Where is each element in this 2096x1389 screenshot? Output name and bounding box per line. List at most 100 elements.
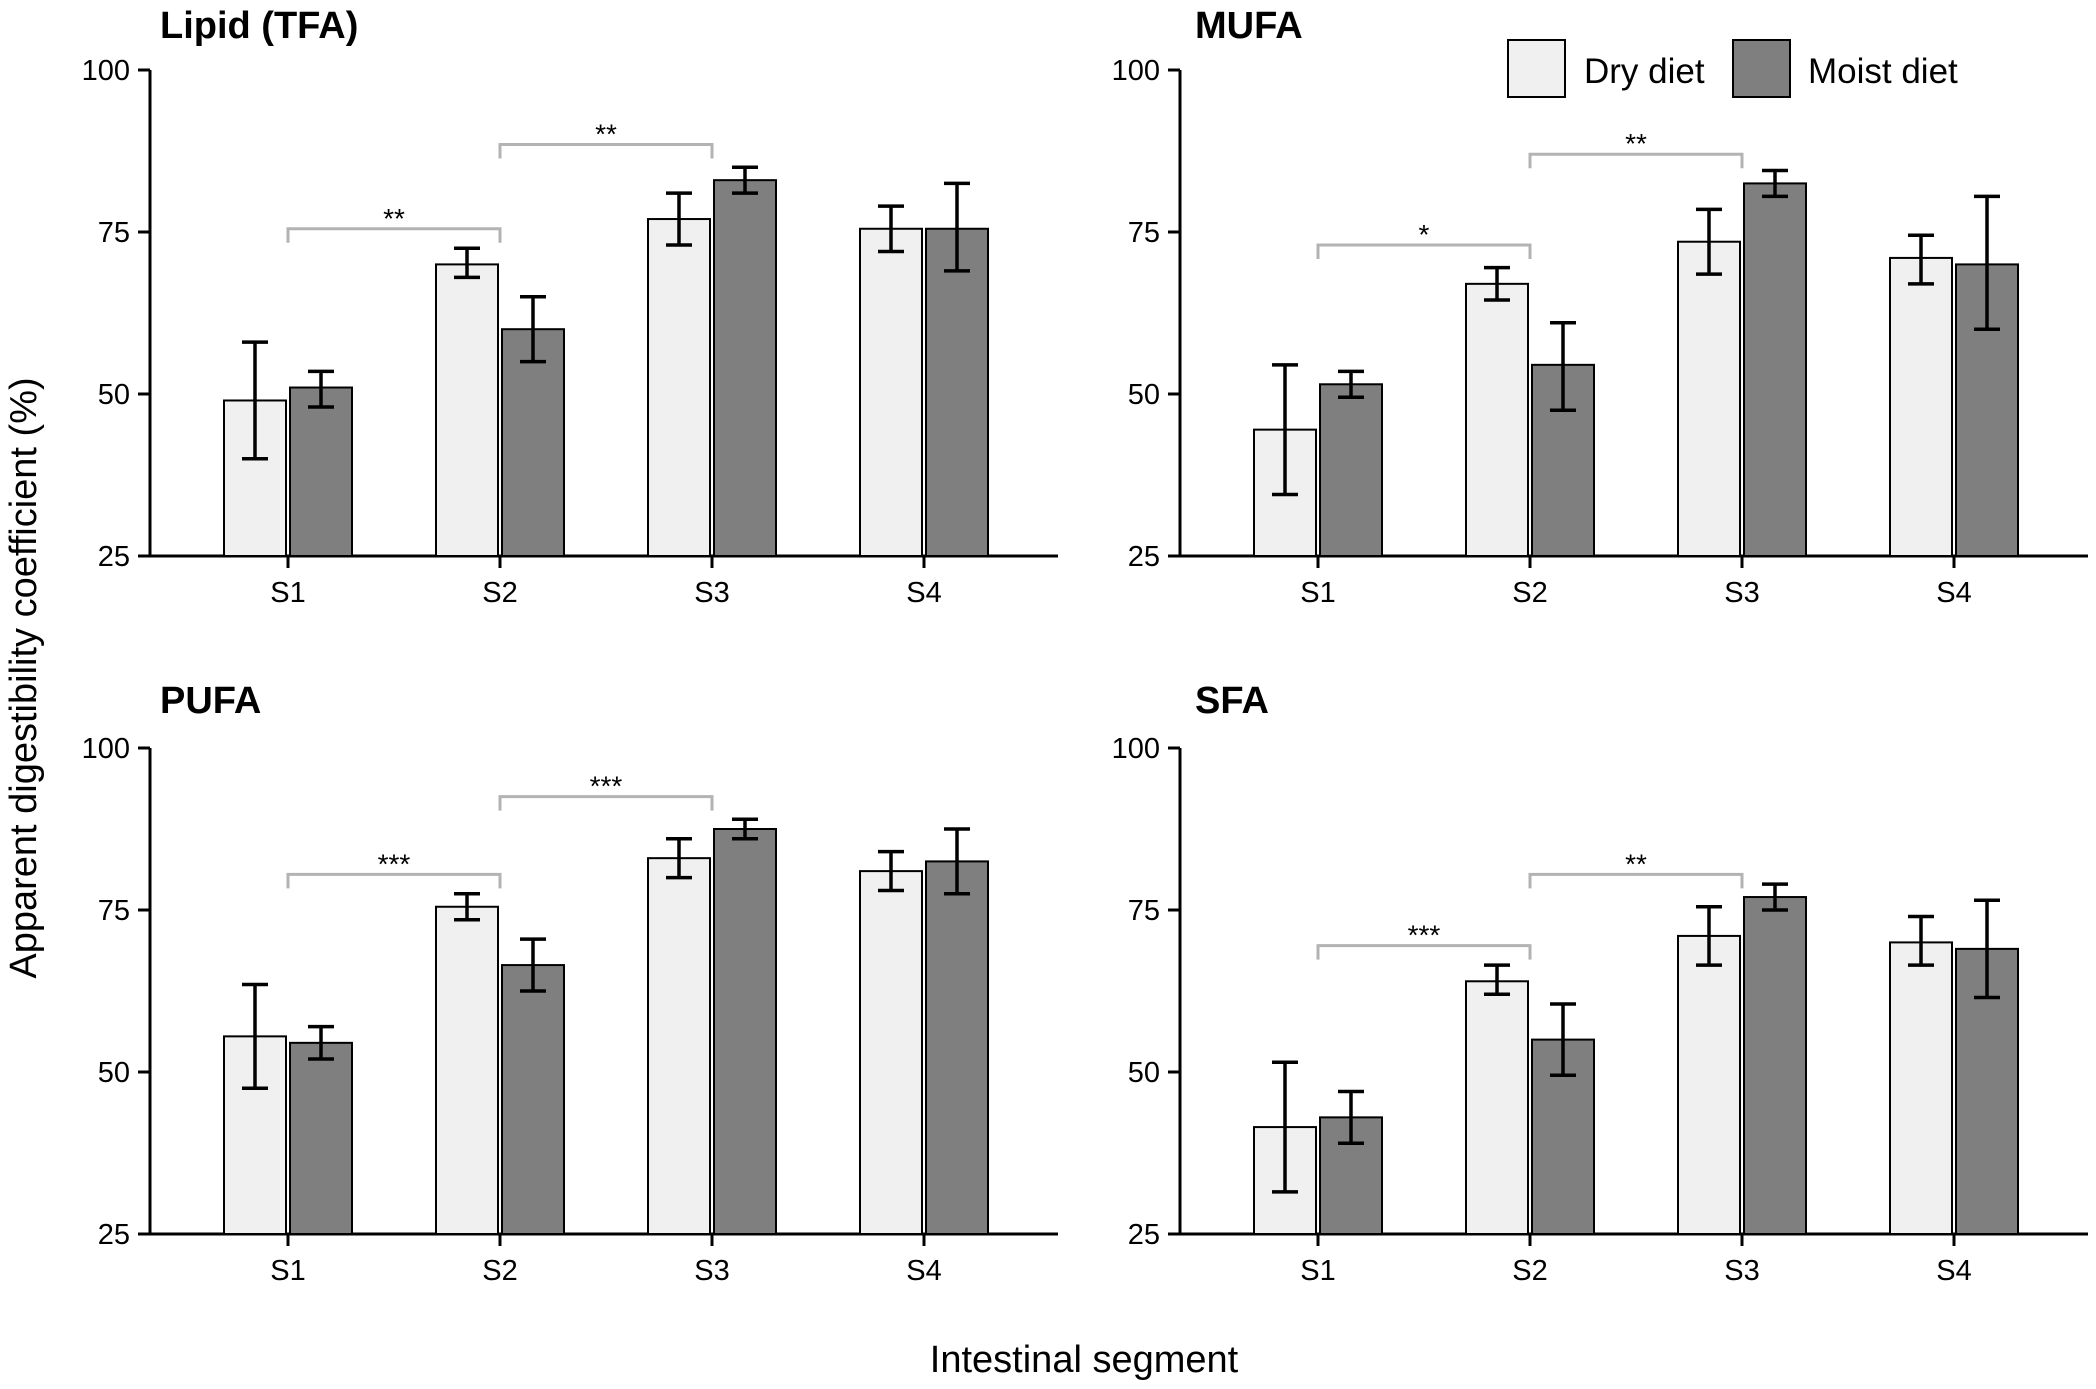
errorbar-moist-s2 (520, 937, 546, 993)
errorbar-moist-s1 (308, 369, 334, 409)
errorbar-dry-s1 (242, 982, 268, 1090)
bar-moist-s3 (713, 828, 777, 1235)
x-tick-label: S2 (482, 1255, 517, 1287)
errorbar-moist-s4 (944, 827, 970, 896)
bar-dry-s3 (1677, 240, 1741, 557)
legend-label-moist: Moist diet (1808, 52, 1958, 91)
y-tick-label: 25 (98, 541, 130, 573)
errorbar-dry-s4 (1908, 914, 1934, 967)
y-tick-label: 100 (1112, 733, 1160, 765)
significance-label: *** (378, 848, 411, 879)
bar-dry-s2 (1465, 980, 1529, 1236)
bar-moist-s2 (501, 328, 565, 558)
bar-dry-s4 (859, 227, 923, 557)
bar-dry-s3 (647, 857, 711, 1235)
y-tick-label: 100 (82, 733, 130, 765)
bar-dry-s3 (1677, 934, 1741, 1235)
bar-dry-s2 (435, 905, 499, 1235)
y-tick-label: 50 (1128, 1057, 1160, 1089)
errorbar-dry-s2 (1484, 963, 1510, 996)
significance-label: *** (1408, 920, 1441, 951)
bar-moist-s3 (1743, 896, 1807, 1235)
errorbar-dry-s4 (1908, 233, 1934, 286)
x-tick-label: S1 (270, 577, 305, 609)
errorbar-dry-s4 (878, 849, 904, 893)
errorbar-moist-s2 (1550, 1002, 1576, 1077)
errorbar-moist-s3 (1762, 168, 1788, 199)
y-tick-label: 75 (98, 217, 130, 249)
panel-1: Lipid (TFA) 25 50 75 100 S1 S2 S3 S4 ** ** (82, 5, 1058, 609)
x-tick-label: S3 (694, 1255, 729, 1287)
bar-moist-s4 (925, 860, 989, 1236)
panel-3: PUFA 25 50 75 100 S1 S2 S3 S4 *** *** (82, 680, 1058, 1287)
errorbar-moist-s1 (1338, 369, 1364, 399)
y-tick-label: 25 (1128, 541, 1160, 573)
x-tick-label: S3 (694, 577, 729, 609)
errorbar-dry-s4 (878, 204, 904, 254)
x-tick-label: S1 (270, 1255, 305, 1287)
y-tick-label: 75 (1128, 217, 1160, 249)
x-tick-label: S1 (1300, 577, 1335, 609)
x-tick-label: S4 (906, 1255, 941, 1287)
significance-bracket (1528, 872, 1744, 889)
significance-label: ** (1625, 848, 1647, 879)
x-tick-label: S2 (1512, 1255, 1547, 1287)
significance-label: ** (383, 203, 405, 234)
panel-title: PUFA (160, 680, 261, 722)
errorbar-moist-s4 (1974, 194, 2000, 331)
errorbar-dry-s2 (454, 892, 480, 922)
x-axis-title: Intestinal segment (930, 1339, 1239, 1381)
legend-swatch-dry (1507, 39, 1566, 98)
significance-bracket (286, 872, 502, 889)
y-tick-label: 75 (98, 895, 130, 927)
panel-title: MUFA (1195, 5, 1303, 47)
x-tick-label: S2 (1512, 577, 1547, 609)
significance-bracket (498, 143, 714, 159)
legend: Dry diet Moist diet (1507, 39, 1958, 98)
errorbar-dry-s1 (1272, 1060, 1298, 1194)
errorbar-moist-s3 (1762, 882, 1788, 912)
x-tick-label: S2 (482, 577, 517, 609)
errorbar-moist-s4 (944, 181, 970, 273)
errorbar-moist-s3 (732, 165, 758, 195)
significance-label: ** (1625, 128, 1647, 159)
errorbar-moist-s2 (520, 295, 546, 364)
bar-moist-s2 (501, 964, 565, 1236)
panel-title: SFA (1195, 680, 1269, 722)
x-tick-label: S4 (1936, 577, 1971, 609)
significance-label: * (1419, 219, 1430, 250)
significance-bracket (1316, 944, 1532, 960)
bar-moist-s1 (1319, 383, 1383, 557)
x-tick-label: S4 (906, 577, 941, 609)
significance-bracket (1316, 243, 1532, 259)
errorbar-moist-s2 (1550, 320, 1576, 412)
bar-moist-s4 (925, 227, 989, 557)
errorbar-dry-s2 (1484, 265, 1510, 302)
y-tick-label: 100 (82, 55, 130, 87)
significance-bracket (1528, 152, 1744, 169)
errorbar-dry-s3 (1696, 207, 1722, 276)
bar-dry-s4 (859, 870, 923, 1235)
y-tick-label: 75 (1128, 895, 1160, 927)
errorbar-moist-s3 (732, 817, 758, 841)
errorbar-dry-s1 (242, 340, 268, 461)
legend-swatch-moist (1732, 39, 1791, 98)
panel-title: Lipid (TFA) (160, 5, 358, 47)
x-tick-label: S3 (1724, 577, 1759, 609)
bar-dry-s2 (1465, 282, 1529, 557)
significance-bracket (286, 227, 502, 243)
y-tick-label: 100 (1112, 55, 1160, 87)
bar-dry-s3 (647, 218, 711, 557)
bar-moist-s1 (289, 386, 353, 557)
y-tick-label: 50 (98, 1057, 130, 1089)
significance-label: ** (595, 119, 617, 150)
x-tick-label: S3 (1724, 1255, 1759, 1287)
errorbar-moist-s1 (1338, 1089, 1364, 1146)
errorbar-moist-s1 (308, 1024, 334, 1061)
legend-label-dry: Dry diet (1584, 52, 1705, 91)
y-tick-label: 25 (98, 1219, 130, 1251)
bar-dry-s4 (1889, 941, 1953, 1236)
errorbar-moist-s4 (1974, 898, 2000, 1000)
